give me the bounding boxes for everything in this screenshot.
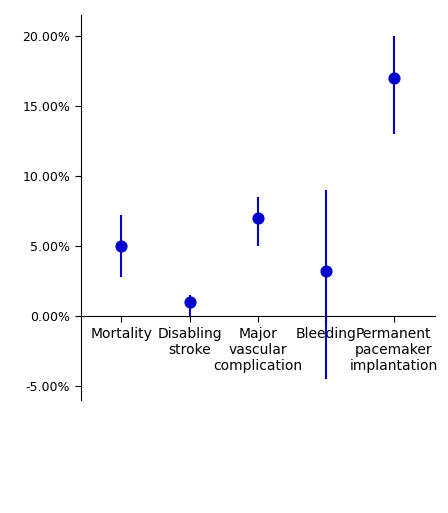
Point bbox=[254, 214, 261, 222]
Point bbox=[322, 267, 329, 275]
Point bbox=[186, 298, 193, 306]
Point bbox=[390, 74, 397, 83]
Point bbox=[118, 242, 125, 250]
